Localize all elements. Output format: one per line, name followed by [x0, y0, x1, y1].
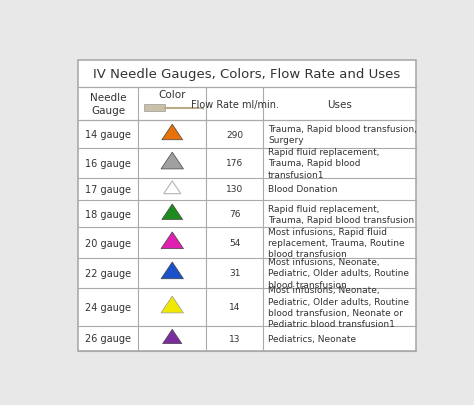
Text: Needle
Gauge: Needle Gauge [90, 93, 126, 116]
Text: Rapid fluid replacement,
Trauma, Rapid blood transfusion: Rapid fluid replacement, Trauma, Rapid b… [268, 204, 414, 224]
Text: 290: 290 [226, 130, 243, 139]
Text: Color: Color [158, 90, 186, 100]
Text: Uses: Uses [327, 100, 352, 109]
Text: Most infusions, Rapid fluid
replacement, Trauma, Routine
blood transfusion: Most infusions, Rapid fluid replacement,… [268, 227, 404, 259]
Text: 130: 130 [226, 185, 243, 194]
Text: 26 gauge: 26 gauge [85, 334, 131, 343]
Text: 16 gauge: 16 gauge [85, 158, 131, 168]
Text: Blood Donation: Blood Donation [268, 185, 337, 194]
Text: Pediatrics, Neonate: Pediatrics, Neonate [268, 334, 356, 343]
Text: 17 gauge: 17 gauge [85, 185, 131, 194]
FancyBboxPatch shape [144, 105, 165, 112]
Text: 31: 31 [229, 269, 240, 277]
Text: 14 gauge: 14 gauge [85, 130, 131, 140]
Text: 22 gauge: 22 gauge [85, 268, 131, 278]
Text: Flow Rate ml/min.: Flow Rate ml/min. [191, 100, 279, 109]
Text: 54: 54 [229, 239, 240, 247]
Text: Rapid fluid replacement,
Trauma, Rapid blood
transfusion1: Rapid fluid replacement, Trauma, Rapid b… [268, 147, 379, 179]
Text: 76: 76 [229, 210, 240, 219]
Text: 14: 14 [229, 303, 240, 311]
Text: 18 gauge: 18 gauge [85, 209, 131, 219]
Polygon shape [163, 330, 182, 344]
Polygon shape [162, 205, 182, 220]
Text: 24 gauge: 24 gauge [85, 302, 131, 312]
Polygon shape [161, 232, 183, 249]
Text: Most infusions, Neonate,
Pediatric, Older adults, Routine
blood transfusion, Neo: Most infusions, Neonate, Pediatric, Olde… [268, 286, 409, 328]
Polygon shape [164, 181, 181, 194]
Text: 20 gauge: 20 gauge [85, 238, 131, 248]
Text: Most infusions, Neonate,
Pediatric, Older adults, Routine
blood transfusion: Most infusions, Neonate, Pediatric, Olde… [268, 257, 409, 289]
Text: 176: 176 [226, 159, 243, 168]
Polygon shape [161, 262, 183, 279]
Polygon shape [161, 153, 183, 170]
Text: 13: 13 [229, 334, 240, 343]
Polygon shape [162, 125, 182, 141]
Text: IV Needle Gauges, Colors, Flow Rate and Uses: IV Needle Gauges, Colors, Flow Rate and … [93, 68, 400, 81]
Polygon shape [161, 296, 183, 313]
Text: Trauma, Rapid blood transfusion,
Surgery: Trauma, Rapid blood transfusion, Surgery [268, 124, 417, 145]
